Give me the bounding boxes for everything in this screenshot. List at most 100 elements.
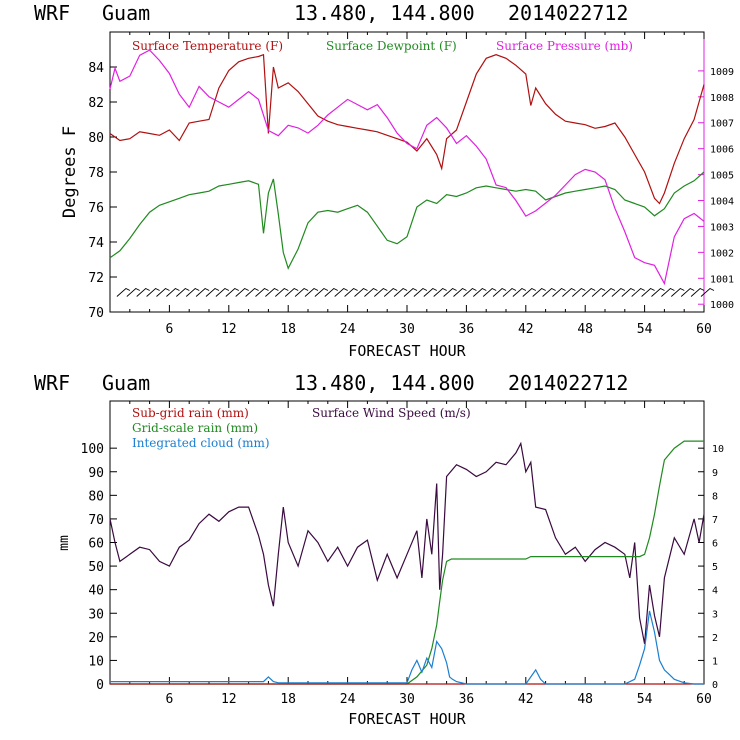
- series-gridscale-rain: [110, 440, 704, 685]
- x-tick-label: 54: [637, 692, 653, 707]
- wind-barb: [324, 287, 339, 297]
- x-tick-label: 12: [221, 692, 237, 707]
- plot-frame: [109, 31, 705, 313]
- y-tick-label: 70: [88, 513, 104, 528]
- y2-tick-label: 1002: [710, 248, 734, 259]
- y2-tick-label: 3: [712, 609, 718, 620]
- x-tick-label: 18: [280, 322, 296, 337]
- wind-barb: [185, 287, 200, 297]
- wind-barb: [245, 287, 259, 297]
- wind-barb: [502, 287, 517, 297]
- legend-pressure: Surface Pressure (mb): [496, 39, 633, 53]
- y-tick-label: 90: [88, 466, 104, 481]
- x-tick-label: 24: [340, 322, 356, 337]
- wind-barb: [601, 287, 616, 297]
- series-temperature: [109, 53, 705, 205]
- wind-barb: [205, 287, 220, 297]
- header-coords: 13.480, 144.800: [294, 1, 475, 25]
- y2-tick-label: 1008: [710, 93, 734, 104]
- wind-barb: [393, 287, 408, 297]
- header-coords: 13.480, 144.800: [294, 371, 475, 395]
- y2-tick-label: 1009: [710, 67, 734, 78]
- panel-precipitation: WRF Guam 13.480, 144.800 2014022712 6 12 1…: [34, 371, 724, 728]
- wind-barb: [136, 287, 150, 297]
- wind-barb: [334, 287, 348, 297]
- y-tick-label: 80: [88, 131, 104, 146]
- y-tick-label: 20: [88, 631, 104, 646]
- y2-tick-label: 7: [712, 515, 718, 526]
- wind-barb: [671, 287, 685, 297]
- x-tick-label: 42: [518, 322, 534, 337]
- wind-barb: [344, 287, 358, 297]
- x-tick-label: 36: [459, 322, 475, 337]
- wind-barb: [275, 287, 289, 297]
- wind-barb: [453, 287, 467, 297]
- wind-barb: [265, 287, 279, 297]
- legend-temperature: Surface Temperature (F): [132, 39, 283, 53]
- x-tick-label: 12: [221, 322, 237, 337]
- y-tick-label: 0: [96, 678, 104, 693]
- header-location: Guam: [102, 1, 150, 25]
- wind-barb: [195, 287, 210, 297]
- x-tick-label: 42: [518, 692, 534, 707]
- wind-barb: [690, 287, 705, 297]
- wind-barb: [562, 287, 576, 297]
- y-tick-label: 70: [88, 306, 104, 321]
- x-tick-label: 24: [340, 692, 356, 707]
- y2-tick-label: 6: [712, 539, 718, 550]
- wind-barb: [700, 287, 715, 297]
- x-tick-label: 30: [399, 322, 415, 337]
- x-tick-label: 48: [577, 322, 593, 337]
- y-tick-label: 10: [88, 654, 104, 669]
- x-tick-label: 60: [696, 692, 712, 707]
- wind-barb: [621, 287, 636, 297]
- wind-barb: [631, 287, 645, 297]
- header-model: WRF: [34, 371, 70, 395]
- y2-tick-label: 0: [712, 680, 718, 691]
- y-tick-label: 80: [88, 489, 104, 504]
- x-axis-title: FORECAST HOUR: [348, 342, 466, 360]
- y2-tick-label: 10: [712, 444, 724, 455]
- wind-barb: [463, 287, 477, 297]
- wind-barb: [443, 287, 457, 297]
- y-tick-label: 100: [81, 442, 104, 457]
- series-group: [109, 440, 705, 685]
- wind-barb: [473, 287, 487, 297]
- wind-barb: [255, 287, 269, 297]
- y-tick-label: 72: [88, 271, 104, 286]
- panel-temperature: WRF Guam 13.480, 144.800 2014022712 6 12 1…: [34, 1, 734, 360]
- legend-subgrid-rain: Sub-grid rain (mm): [132, 406, 249, 420]
- x-tick-label: 18: [280, 692, 296, 707]
- legend-integrated-cloud: Integrated cloud (mm): [132, 436, 270, 450]
- legend-gridscale-rain: Grid-scale rain (mm): [132, 421, 258, 435]
- wind-barb: [552, 287, 566, 297]
- wind-barb: [354, 287, 368, 297]
- y-tick-label: 84: [88, 61, 104, 76]
- wind-barb: [146, 287, 160, 297]
- wind-barb: [680, 287, 695, 297]
- header-model: WRF: [34, 1, 70, 25]
- wind-barb: [225, 287, 240, 297]
- wind-barb: [176, 287, 190, 297]
- x-tick-label: 6: [165, 322, 173, 337]
- header-init: 2014022712: [508, 371, 628, 395]
- wind-barb: [314, 287, 329, 297]
- x-tick-label: 54: [637, 322, 653, 337]
- y-tick-label: 74: [88, 236, 104, 251]
- x-axis-title: FORECAST HOUR: [348, 710, 466, 728]
- wind-barb: [572, 287, 586, 297]
- series-group: [109, 49, 705, 286]
- series-pressure: [109, 49, 705, 286]
- y-tick-label: 60: [88, 537, 104, 552]
- wind-barb: [166, 287, 180, 297]
- header-init: 2014022712: [508, 1, 628, 25]
- wind-barb: [304, 287, 319, 297]
- legend-dewpoint: Surface Dewpoint (F): [326, 39, 457, 53]
- wind-barb: [215, 287, 230, 297]
- y-tick-label: 76: [88, 201, 104, 216]
- y-axis-title: Degrees F: [60, 126, 80, 218]
- wind-barb: [403, 287, 418, 297]
- wind-barb: [522, 287, 537, 297]
- y2-tick-label: 1001: [710, 274, 734, 285]
- y2-tick-label: 5: [712, 562, 718, 573]
